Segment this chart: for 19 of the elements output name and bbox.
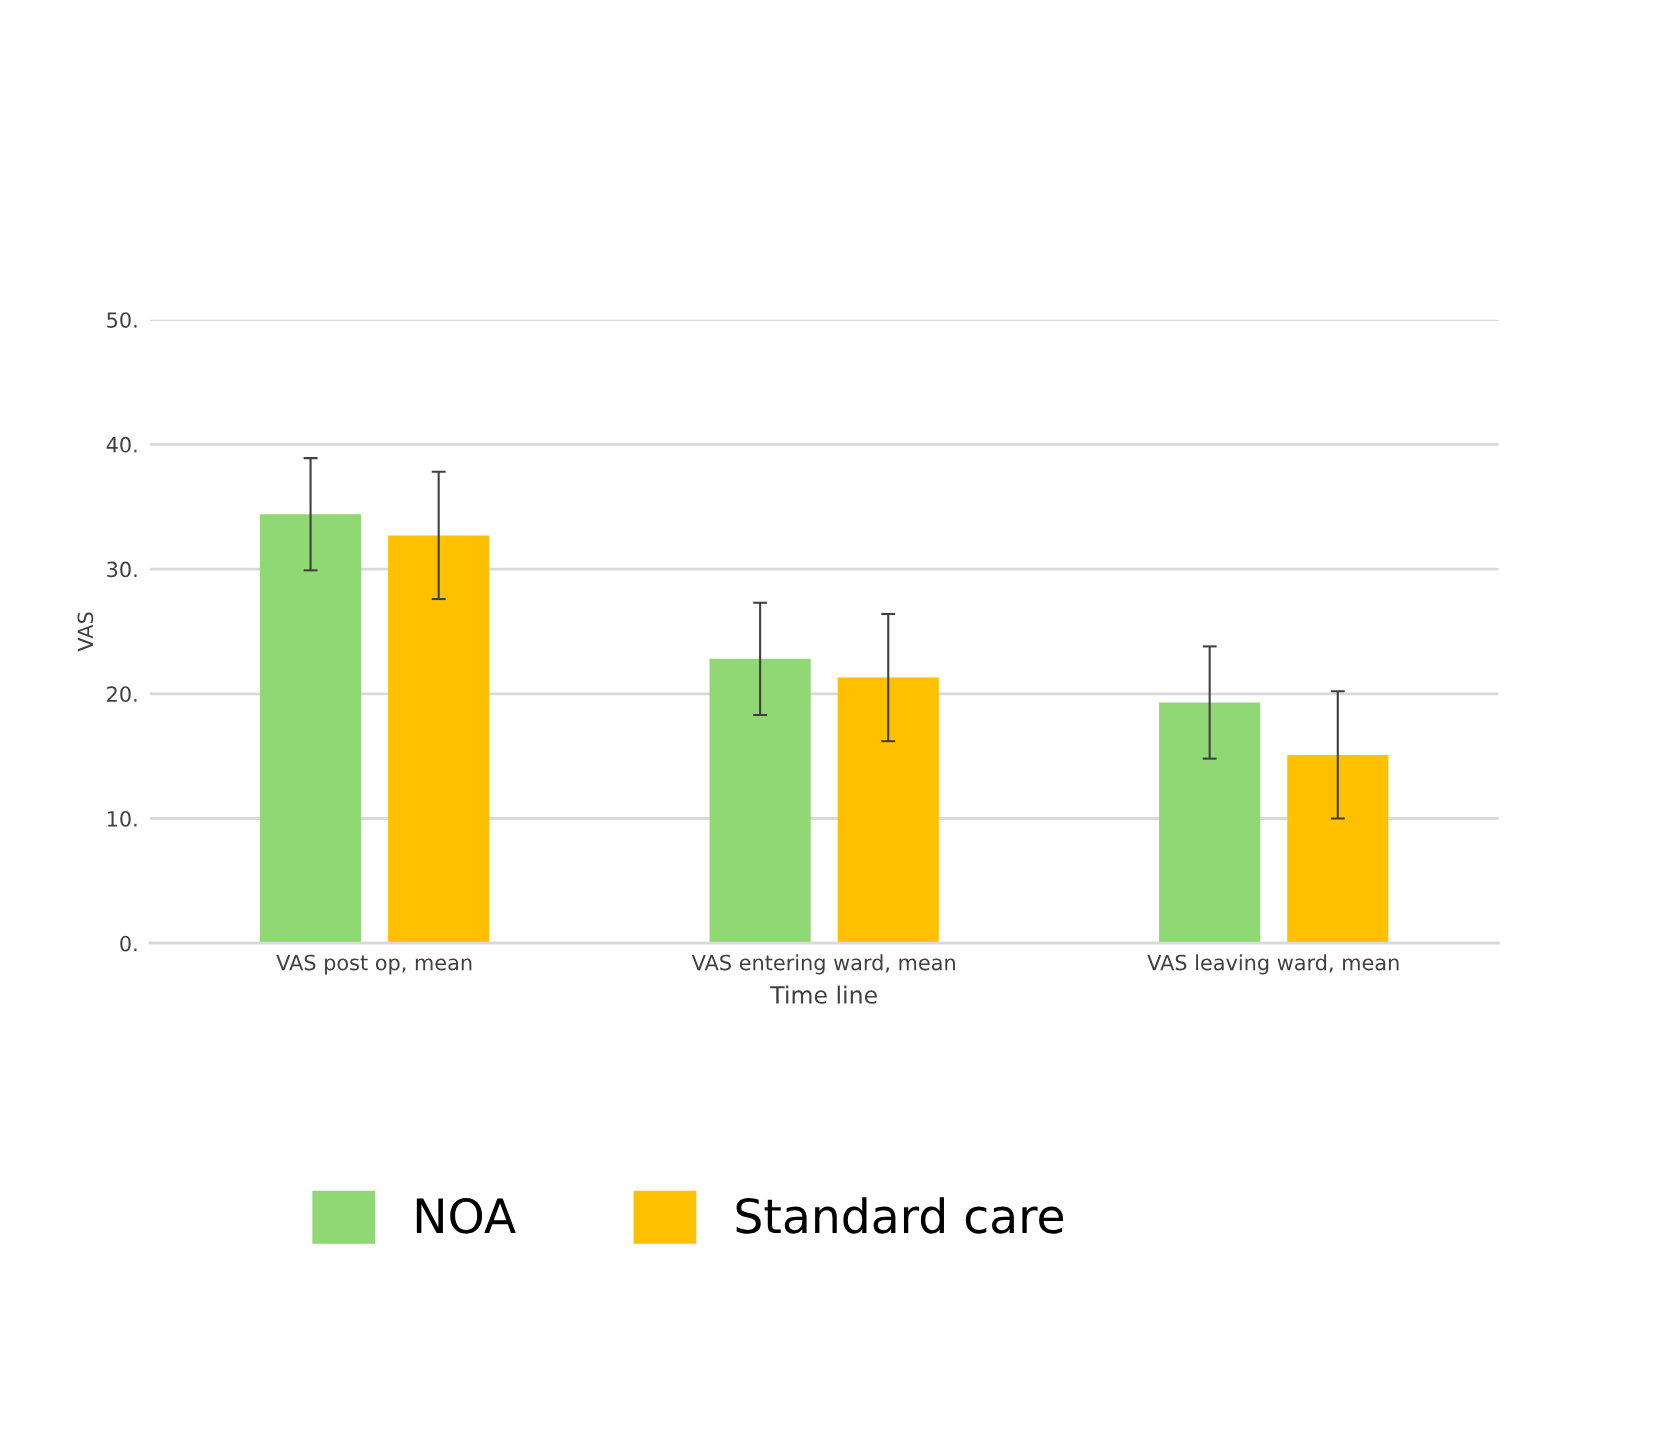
y-tick-label: 50.: [107, 312, 137, 328]
legend-label: NOA: [416, 1197, 516, 1234]
bar: [837, 677, 939, 944]
legend-label: Standard care: [736, 1197, 1064, 1234]
x-tick-label: VAS entering ward, mean: [691, 954, 955, 975]
bar: [1159, 702, 1261, 944]
x-tick-label: VAS post op, mean: [276, 954, 472, 975]
y-tick-label: 10.: [107, 810, 137, 827]
bar: [709, 658, 811, 944]
y-axis-title: VAS: [77, 612, 94, 652]
y-tick-label: 20.: [107, 686, 137, 702]
bar: [1287, 754, 1389, 944]
x-tick-label: VAS leaving ward, mean: [1147, 954, 1399, 975]
y-tick-label: 0.: [120, 935, 137, 952]
y-tick-label: 40.: [106, 436, 137, 453]
bar: [259, 514, 362, 944]
bar: [388, 535, 490, 944]
y-tick-label: 30.: [107, 561, 137, 578]
x-axis-title: Time line: [770, 985, 877, 1004]
